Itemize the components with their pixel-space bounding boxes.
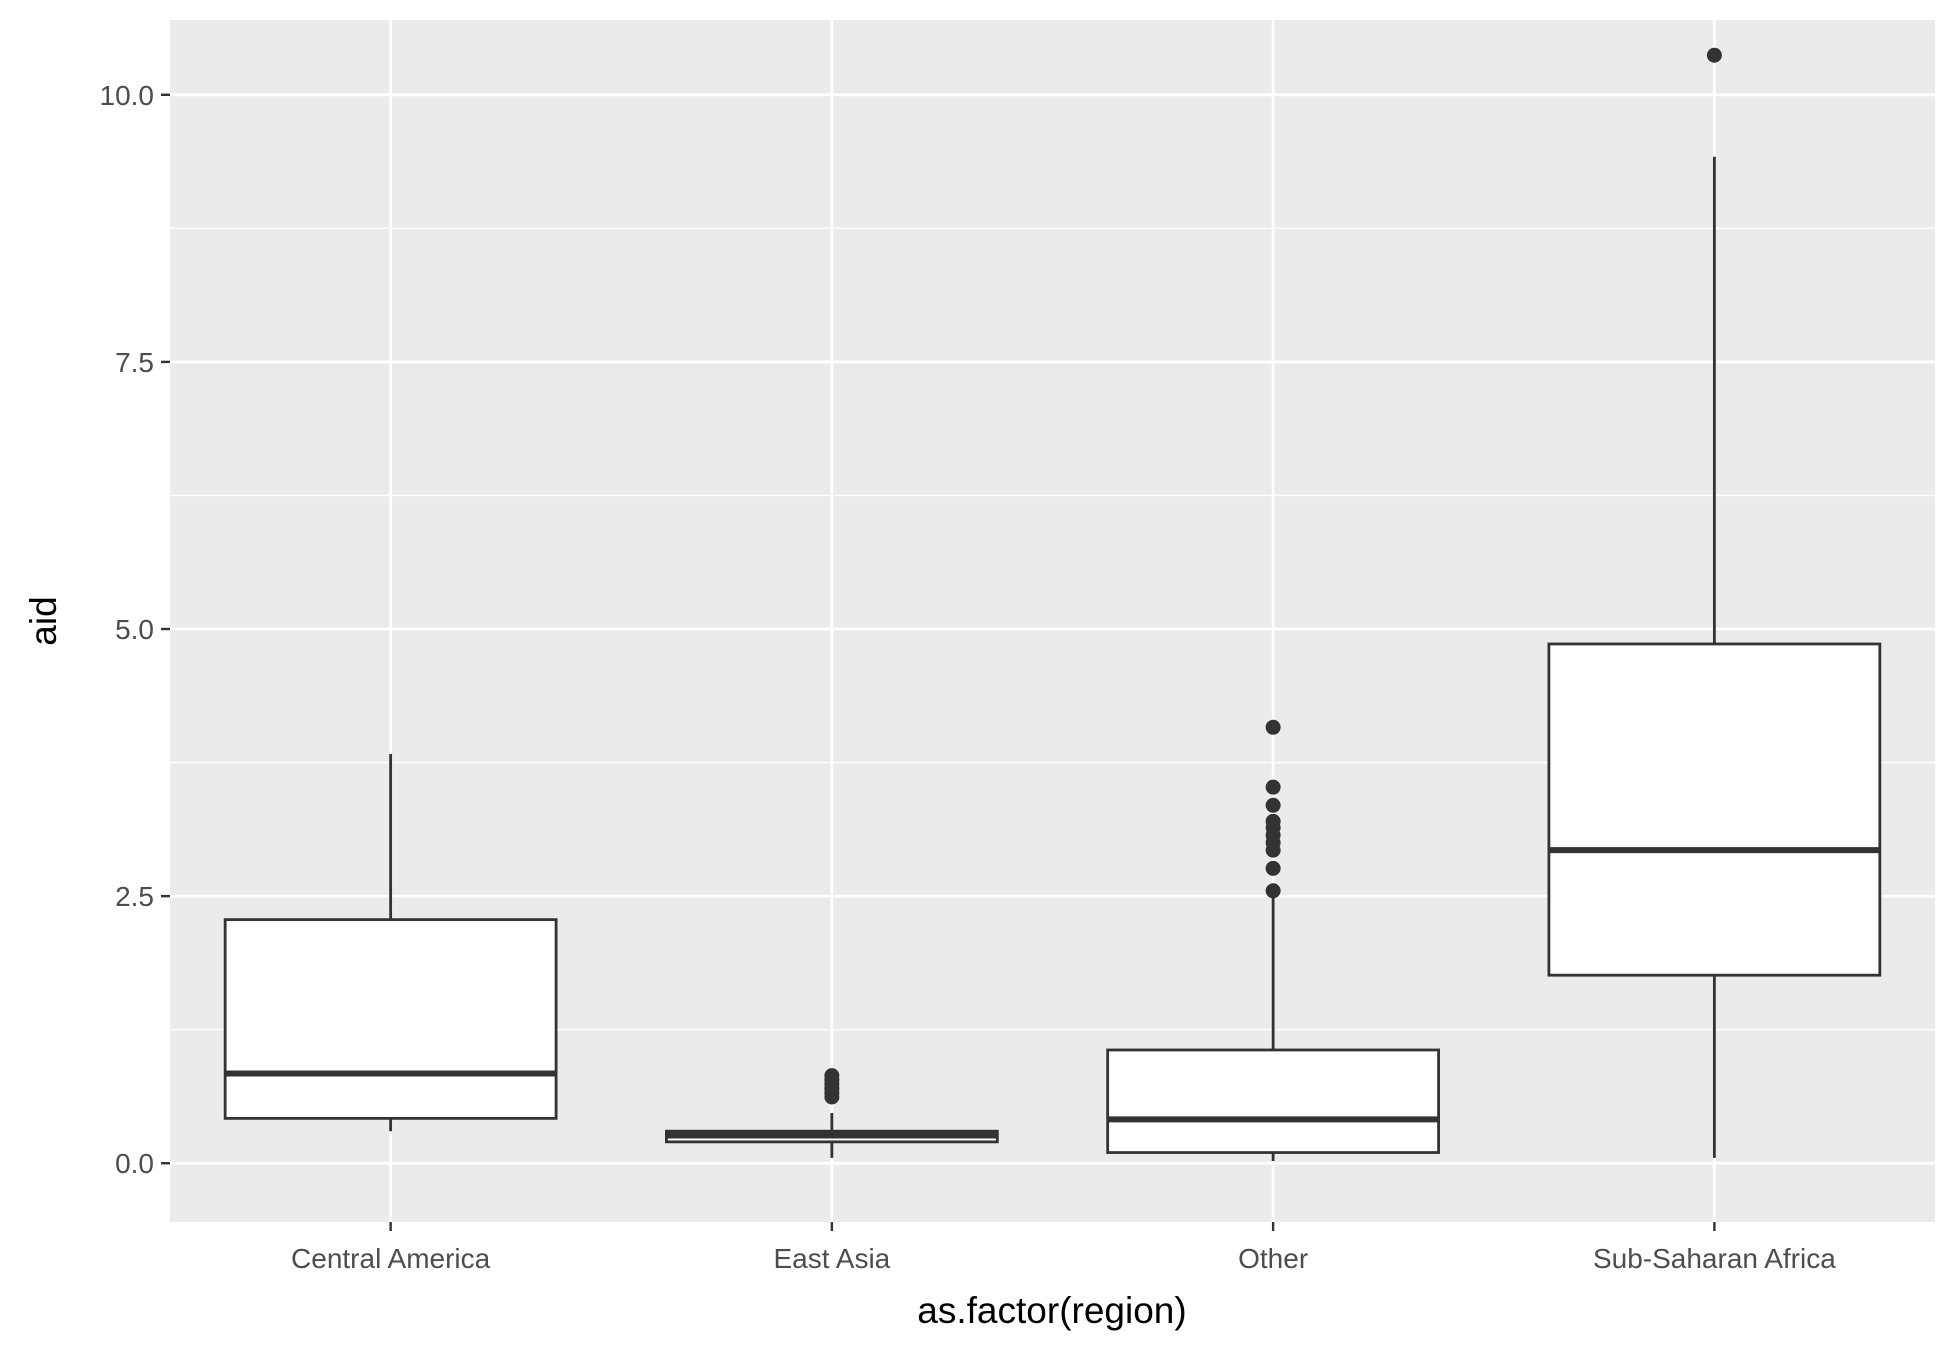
y-tick-label: 5.0 [115,614,154,645]
y-tick-label: 0.0 [115,1148,154,1179]
y-tick-label: 10.0 [100,80,155,111]
y-tick-label: 7.5 [115,347,154,378]
outlier-point [1265,883,1281,899]
box-group [223,754,558,1132]
x-tick-label: Sub-Saharan Africa [1593,1243,1836,1274]
x-tick-label: Other [1238,1243,1308,1274]
outlier-point [1265,719,1281,735]
box-iqr [1547,642,1882,977]
box-group [1547,47,1882,1158]
outlier-point [1265,779,1281,795]
x-tick-label: Central America [291,1243,491,1274]
outlier-point [1706,47,1722,63]
y-tick-label: 2.5 [115,881,154,912]
outlier-point [1265,797,1281,813]
box-group [665,1068,999,1158]
outlier-point [824,1068,840,1084]
box-iqr [223,918,558,1120]
outlier-point [1265,813,1281,829]
x-tick-label: East Asia [774,1243,891,1274]
y-axis-title: aid [23,596,64,645]
outlier-point [1265,860,1281,876]
box-group [1106,719,1440,1162]
boxes [223,47,1882,1162]
y-axis: 0.0 2.5 5.0 7.5 10.0 [100,80,170,1179]
x-axis: Central America East Asia Other Sub-Saharan… [291,1222,1836,1274]
box-iqr [1106,1048,1440,1154]
x-axis-title: as.factor(region) [917,1290,1186,1331]
